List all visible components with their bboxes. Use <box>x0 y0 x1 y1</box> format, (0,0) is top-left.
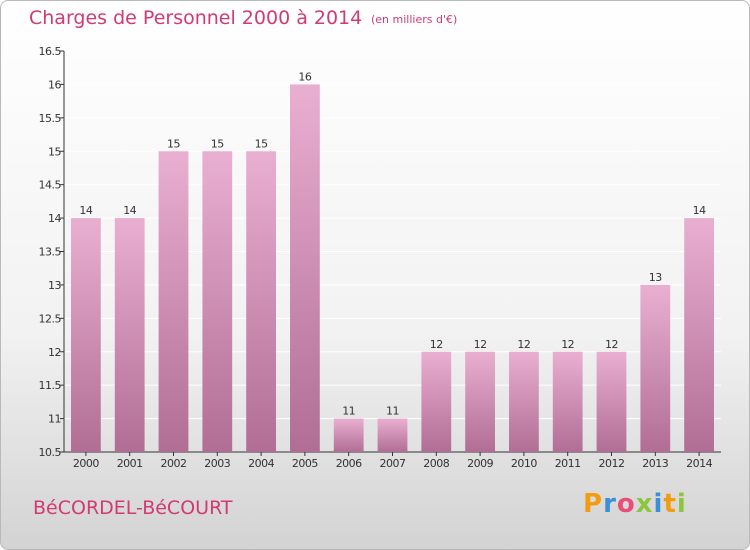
y-tick-label: 16.5 <box>39 45 62 58</box>
x-tick-label: 2009 <box>467 457 493 470</box>
data-label: 12 <box>430 338 443 351</box>
data-label: 11 <box>342 405 355 418</box>
y-tick-labels: 10.5 11 11.5 12 12.5 13 13.5 14 14.5 15 15.5 16 16.5 <box>39 45 62 459</box>
y-tick-label: 14 <box>48 212 61 225</box>
bar-2006 <box>333 418 364 452</box>
bar-2005 <box>290 84 320 453</box>
y-tick-label: 12.5 <box>39 312 62 325</box>
data-label: 13 <box>649 271 662 284</box>
y-tick-label: 12 <box>48 346 61 359</box>
data-label: 11 <box>386 405 399 418</box>
x-tick-label: 2014 <box>686 457 712 470</box>
bar-2009 <box>465 351 495 452</box>
data-label: 15 <box>255 137 268 150</box>
data-labels: 14 14 15 15 15 16 11 11 12 12 12 12 12 13 14 <box>79 70 706 417</box>
logo-letter: i <box>653 489 664 519</box>
data-label: 16 <box>298 70 311 83</box>
x-tick-label: 2012 <box>599 457 625 470</box>
proxiti-logo: Proxiti <box>583 489 687 519</box>
x-tick-label: 2007 <box>380 457 406 470</box>
logo-letter: t <box>663 489 677 519</box>
logo-letter: o <box>616 489 636 519</box>
logo-letter: r <box>603 489 617 519</box>
x-tick-label: 2005 <box>292 457 318 470</box>
x-tick-label: 2010 <box>511 457 537 470</box>
bar-2001 <box>114 218 145 452</box>
data-label: 15 <box>211 137 224 150</box>
data-label: 12 <box>474 338 487 351</box>
bar-2003 <box>202 151 233 452</box>
logo-letter: x <box>635 489 654 519</box>
bar-2000 <box>71 218 101 452</box>
x-tick-label: 2001 <box>117 457 143 470</box>
data-label: 14 <box>693 204 706 217</box>
y-tick-label: 10.5 <box>39 446 62 459</box>
commune-name: BéCORDEL-BéCOURT <box>33 497 233 519</box>
x-tick-label: 2013 <box>642 457 668 470</box>
bar-2010 <box>509 351 539 452</box>
y-tick-label: 13 <box>48 279 61 292</box>
x-tick-label: 2002 <box>161 457 187 470</box>
bar-2008 <box>421 351 452 452</box>
bar-2004 <box>246 151 276 452</box>
y-tick-label: 14.5 <box>39 179 62 192</box>
y-tick-label: 11.5 <box>39 379 62 392</box>
x-tick-label: 2000 <box>73 457 99 470</box>
y-tick-label: 15 <box>48 145 61 158</box>
x-tick-label: 2008 <box>423 457 449 470</box>
y-tick-label: 11 <box>48 413 61 426</box>
chart-title: Charges de Personnel 2000 à 2014 <box>29 7 363 29</box>
bars <box>71 84 714 453</box>
data-label: 15 <box>167 137 180 150</box>
data-label: 14 <box>123 204 136 217</box>
x-tick-label: 2003 <box>204 457 230 470</box>
bar-2011 <box>552 351 583 452</box>
data-label: 12 <box>605 338 618 351</box>
y-tick-label: 15.5 <box>39 112 62 125</box>
bar-2013 <box>640 284 671 452</box>
data-label: 12 <box>561 338 574 351</box>
y-tick-label: 16 <box>48 78 61 91</box>
data-label: 12 <box>517 338 530 351</box>
bar-2002 <box>158 151 189 452</box>
x-tick-label: 2006 <box>336 457 362 470</box>
logo-letter: P <box>583 489 604 519</box>
y-tick-label: 13.5 <box>39 246 62 259</box>
bar-2014 <box>684 218 714 452</box>
logo-letter: i <box>676 489 687 519</box>
bar-2012 <box>596 351 627 452</box>
bar-2007 <box>377 418 408 452</box>
data-label: 14 <box>79 204 92 217</box>
x-tick-label: 2004 <box>248 457 274 470</box>
x-tick-labels: 2000 2001 2002 2003 2004 2005 2006 2007 2008 2009… <box>73 457 713 470</box>
x-tick-label: 2011 <box>555 457 581 470</box>
chart-subtitle: (en milliers d'€) <box>371 13 458 26</box>
